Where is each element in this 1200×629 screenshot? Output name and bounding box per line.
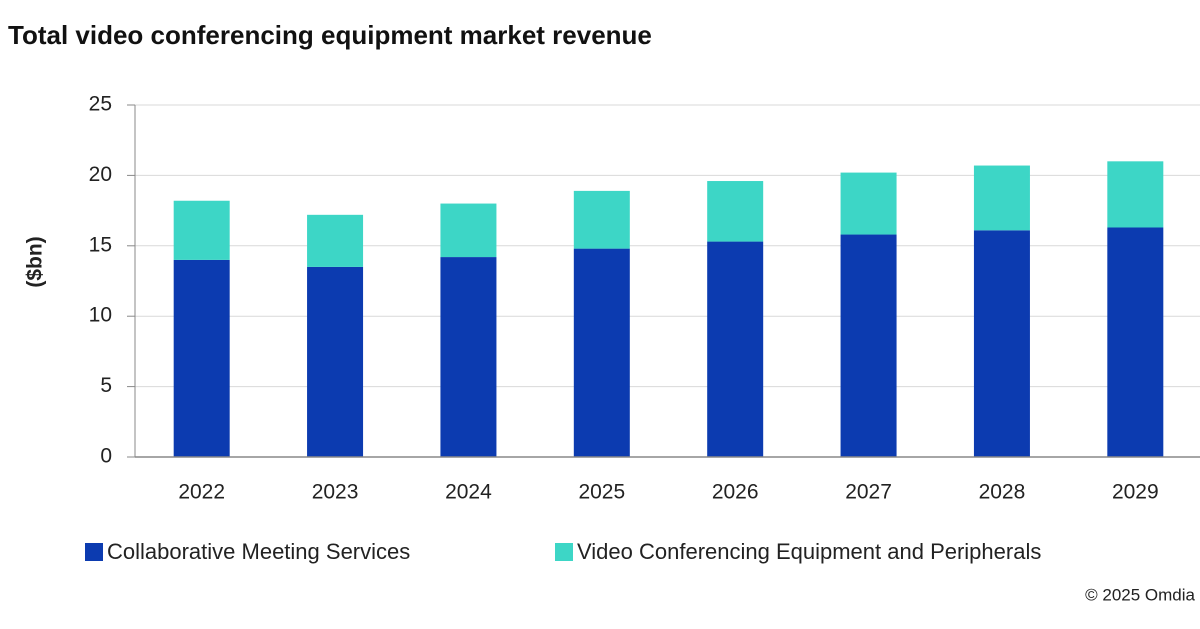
y-axis-label: ($bn) — [24, 236, 47, 287]
legend-label: Collaborative Meeting Services — [107, 539, 410, 564]
bar-segment — [1107, 227, 1164, 457]
bar-segment — [173, 200, 230, 260]
x-tick-label: 2025 — [578, 481, 625, 504]
x-tick-label: 2028 — [979, 481, 1026, 504]
bar-segment — [707, 181, 764, 242]
source-note: © 2025 Omdia — [1085, 585, 1195, 604]
bar-segment — [840, 172, 897, 235]
x-tick-label: 2027 — [845, 481, 892, 504]
x-tick-label: 2029 — [1112, 481, 1159, 504]
legend-label: Video Conferencing Equipment and Periphe… — [577, 539, 1041, 564]
y-tick-label: 20 — [89, 163, 112, 186]
legend-swatch — [85, 543, 103, 561]
x-tick-label: 2026 — [712, 481, 759, 504]
y-tick-label: 0 — [100, 445, 112, 468]
bar-segment — [440, 203, 497, 258]
bar-segment — [573, 248, 630, 457]
bar-segment — [173, 259, 230, 457]
bar-segment — [573, 190, 630, 249]
bar-segment — [840, 234, 897, 457]
bar-segment — [307, 266, 364, 457]
x-tick-label: 2023 — [312, 481, 359, 504]
legend-swatch — [555, 543, 573, 561]
y-tick-label: 10 — [89, 304, 112, 327]
bar-segment — [973, 165, 1030, 231]
chart-title: Total video conferencing equipment marke… — [8, 20, 652, 50]
bar-segment — [707, 241, 764, 457]
x-tick-label: 2022 — [178, 481, 225, 504]
bar-segment — [440, 257, 497, 457]
bar-segment — [307, 214, 364, 267]
bar-segment — [973, 230, 1030, 457]
y-tick-label: 25 — [89, 93, 112, 116]
bar-segment — [1107, 161, 1164, 228]
x-tick-label: 2024 — [445, 481, 492, 504]
y-tick-label: 5 — [100, 374, 112, 397]
y-tick-label: 15 — [89, 233, 112, 256]
